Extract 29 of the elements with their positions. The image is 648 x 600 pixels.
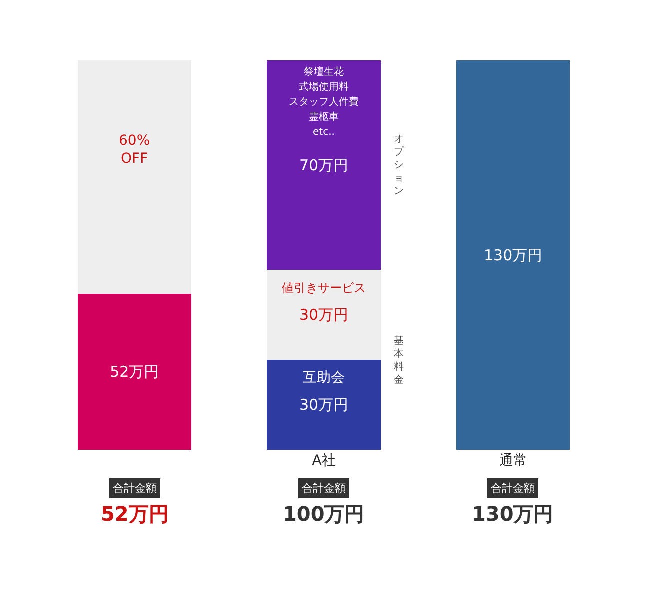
annotation: 霊柩車 [309,111,339,123]
data-label: 30万円 [299,306,349,324]
text: 52万円 [101,502,169,526]
annotation: 基本料金 [394,335,404,386]
text: 100万円 [283,502,365,526]
bar [78,60,192,294]
annotation: 祭壇生花 [304,66,344,78]
data-label: 130万円 [484,246,543,264]
bar [267,60,381,270]
annotation: 互助会 [303,370,345,386]
data-label: 70万円 [299,156,349,174]
text: 合計金額 [491,482,535,495]
annotation: スタッフ人件費 [289,96,359,108]
bar [267,360,381,450]
bar [267,270,381,360]
data-label: 30万円 [299,396,349,414]
annotation: 式場使用料 [299,81,349,93]
text: 合計金額 [302,482,346,495]
annotation: 値引きサービス [282,281,366,295]
text: 130万円 [472,502,554,526]
annotation: etc.. [313,127,335,138]
annotation: 60% OFF [119,133,150,168]
x-tick-label: A社 [312,453,336,469]
bar [456,60,570,450]
bar [78,294,192,450]
annotation: オプション [394,134,405,197]
x-tick-label: 通常 [499,453,528,469]
data-label: 52万円 [110,363,160,382]
text: 合計金額 [113,482,157,495]
